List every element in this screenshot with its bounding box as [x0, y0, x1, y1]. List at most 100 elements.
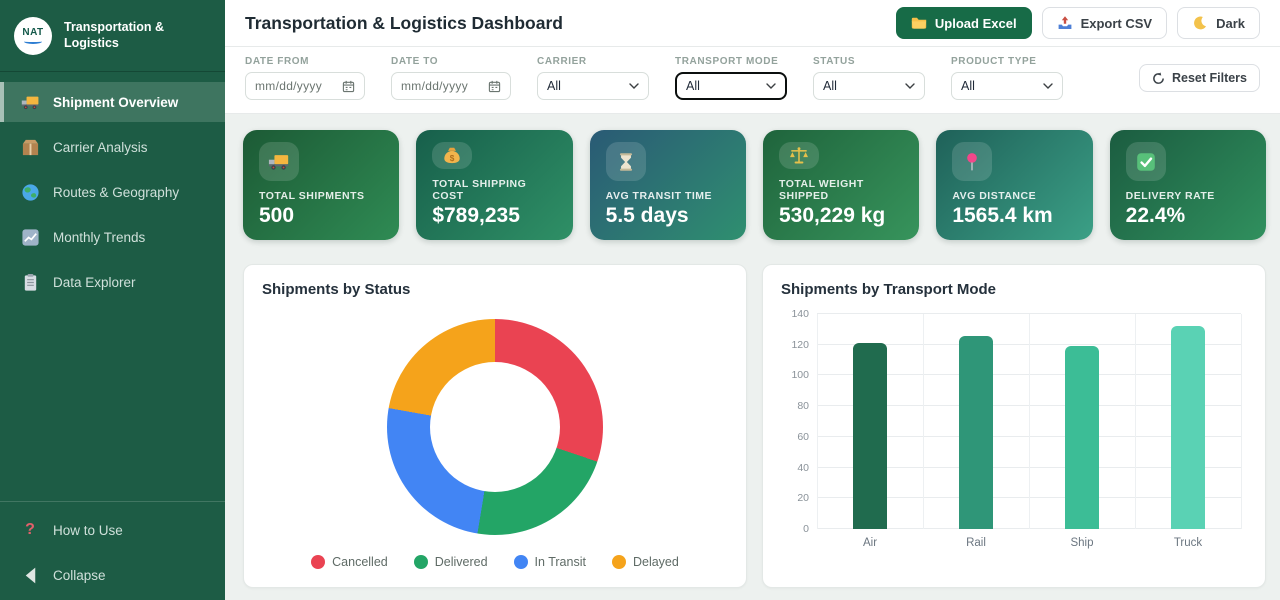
- chevron-down-icon: [629, 83, 639, 89]
- y-tick-label: 60: [797, 430, 809, 443]
- filter-product-type: PRODUCT TYPE All: [951, 56, 1063, 100]
- export-icon: [1058, 16, 1071, 29]
- export-csv-label: Export CSV: [1080, 15, 1153, 31]
- sidebar-item-label: Data Explorer: [53, 274, 136, 290]
- sidebar-item-label: Monthly Trends: [53, 229, 146, 245]
- question-icon: ?: [25, 521, 35, 538]
- date-from-input[interactable]: mm/dd/yyyy: [245, 72, 365, 100]
- legend-label: Cancelled: [332, 555, 388, 569]
- sidebar-item-carrier-analysis[interactable]: Carrier Analysis: [0, 127, 225, 167]
- filter-label: TRANSPORT MODE: [675, 56, 779, 67]
- legend-label: In Transit: [534, 555, 586, 569]
- sidebar-nav: Shipment Overview Carrier Analysis Route…: [0, 72, 225, 307]
- filter-label: DATE FROM: [245, 56, 310, 67]
- transport-mode-select[interactable]: All: [675, 72, 787, 100]
- svg-text:$: $: [450, 154, 455, 163]
- donut-wrap: [262, 298, 728, 555]
- upload-excel-label: Upload Excel: [934, 15, 1017, 31]
- brand: NAT Transportation & Logistics: [0, 0, 225, 72]
- status-chart-card: Shipments by Status Cancelled Delivered In…: [243, 264, 747, 588]
- y-tick-label: 120: [791, 338, 809, 351]
- kpi-value: 5.5 days: [605, 204, 689, 227]
- sidebar-item-monthly-trends[interactable]: Monthly Trends: [0, 217, 225, 257]
- dashboard-content: TOTAL SHIPMENTS 500 $ TOTAL SHIPPING COS…: [225, 114, 1280, 600]
- date-from-value: mm/dd/yyyy: [255, 79, 323, 93]
- kpi-value: $789,235: [432, 204, 520, 227]
- kpi-label: TOTAL SHIPMENTS: [259, 190, 365, 202]
- x-axis-label: Ship: [1070, 537, 1094, 549]
- y-tick-label: 100: [791, 369, 809, 382]
- sidebar-item-collapse[interactable]: Collapse: [0, 555, 225, 595]
- carrier-select[interactable]: All: [537, 72, 649, 100]
- y-tick-label: 40: [797, 461, 809, 474]
- collapse-arrow-icon: [20, 565, 40, 585]
- bar-chart-area: 0 20 40 60 80 100 120 140 Air Rail Ship Truck: [781, 308, 1247, 571]
- filter-bar: DATE FROM mm/dd/yyyy DATE TO mm/dd/yyyy …: [225, 47, 1280, 114]
- hourglass-icon: [605, 142, 646, 181]
- bar-air: [853, 343, 887, 529]
- date-to-value: mm/dd/yyyy: [401, 79, 469, 93]
- filter-status: STATUS All: [813, 56, 925, 100]
- kpi-value: 22.4%: [1125, 204, 1186, 227]
- filter-label: STATUS: [813, 56, 856, 67]
- gridline: [923, 314, 924, 529]
- kpi-label: DELIVERY RATE: [1125, 190, 1215, 202]
- status-legend: Cancelled Delivered In Transit Delayed: [262, 555, 728, 571]
- status-select[interactable]: All: [813, 72, 925, 100]
- status-donut-chart: [387, 318, 603, 535]
- charts-row: Shipments by Status Cancelled Delivered In…: [243, 264, 1266, 588]
- clipboard-icon: [20, 272, 40, 292]
- reset-filters-button[interactable]: Reset Filters: [1138, 64, 1260, 92]
- legend-item-in-transit[interactable]: In Transit: [513, 555, 586, 569]
- transport-chart-card: Shipments by Transport Mode 0 20 40 60 80 100…: [762, 264, 1266, 588]
- truck-icon: [259, 142, 299, 181]
- kpi-value: 530,229 kg: [778, 204, 886, 227]
- product-type-select[interactable]: All: [951, 72, 1063, 100]
- dark-mode-button[interactable]: Dark: [1177, 7, 1260, 39]
- x-axis-label: Air: [862, 537, 878, 549]
- filter-label: CARRIER: [537, 56, 587, 67]
- page-title: Transportation & Logistics Dashboard: [245, 12, 563, 33]
- export-csv-button[interactable]: Export CSV: [1041, 7, 1168, 39]
- legend-dot: [513, 555, 528, 569]
- trend-chart-icon: [20, 227, 40, 247]
- sidebar-item-data-explorer[interactable]: Data Explorer: [0, 262, 225, 302]
- transport-mode-value: All: [686, 79, 700, 93]
- sidebar-item-shipment-overview[interactable]: Shipment Overview: [0, 82, 225, 122]
- upload-excel-button[interactable]: Upload Excel: [895, 7, 1032, 39]
- transport-bar-chart: 0 20 40 60 80 100 120 140: [791, 308, 1242, 535]
- y-tick-label: 140: [791, 308, 809, 320]
- chevron-down-icon: [766, 83, 776, 89]
- brand-logo: NAT: [14, 16, 52, 55]
- bar-rail: [959, 335, 993, 529]
- chart-title: Shipments by Transport Mode: [781, 281, 997, 298]
- top-bar: Transportation & Logistics Dashboard Upl…: [225, 0, 1280, 47]
- chart-title: Shipments by Status: [262, 281, 411, 298]
- sidebar-item-label: Collapse: [53, 567, 106, 583]
- brand-logo-text: NAT: [22, 26, 44, 38]
- filter-label: PRODUCT TYPE: [951, 56, 1037, 67]
- kpi-label: AVG DISTANCE: [952, 190, 1037, 202]
- check-icon: [1125, 142, 1166, 181]
- legend-dot: [311, 555, 326, 569]
- sidebar-item-label: Carrier Analysis: [53, 139, 148, 155]
- filter-carrier: CARRIER All: [537, 56, 649, 100]
- bar-ship: [1065, 346, 1099, 529]
- gridline: [1029, 314, 1030, 529]
- legend-label: Delayed: [632, 555, 679, 569]
- sidebar-item-label: Routes & Geography: [53, 184, 180, 200]
- filter-transport-mode: TRANSPORT MODE All: [675, 56, 787, 100]
- sidebar-item-routes-geography[interactable]: Routes & Geography: [0, 172, 225, 212]
- sidebar-footer: ? How to Use Collapse: [0, 501, 225, 600]
- legend-dot: [413, 555, 428, 569]
- topbar-actions: Upload Excel Export CSV Dark: [895, 7, 1260, 39]
- main-area: Transportation & Logistics Dashboard Upl…: [225, 0, 1280, 600]
- legend-item-delivered[interactable]: Delivered: [413, 555, 488, 569]
- sidebar-item-how-to-use[interactable]: ? How to Use: [0, 510, 225, 550]
- reset-filters-label: Reset Filters: [1171, 71, 1247, 85]
- legend-item-delayed[interactable]: Delayed: [611, 555, 679, 569]
- kpi-value: 500: [259, 204, 295, 227]
- legend-item-cancelled[interactable]: Cancelled: [311, 555, 388, 569]
- date-to-input[interactable]: mm/dd/yyyy: [391, 72, 511, 100]
- package-icon: [20, 137, 40, 157]
